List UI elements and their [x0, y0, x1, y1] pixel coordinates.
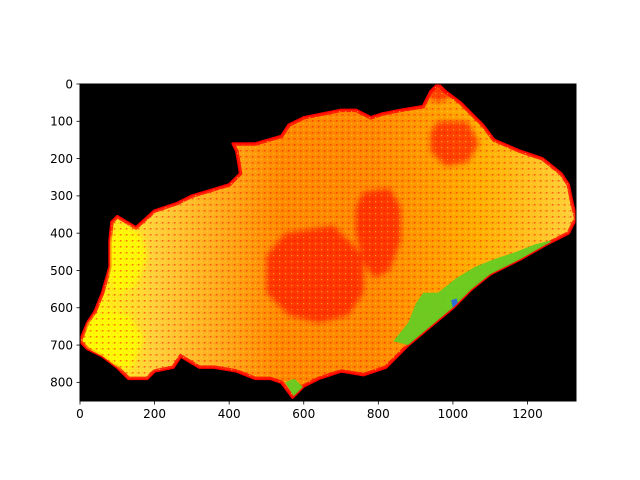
y-tick-label-5: 500 [50, 264, 73, 278]
axes-frame [79, 83, 577, 402]
x-tick-label-5: 1000 [438, 407, 469, 421]
y-tick-label-0: 0 [65, 77, 73, 91]
y-tick-label-7: 700 [50, 338, 73, 352]
y-tick-label-1: 100 [50, 115, 73, 129]
green-zone-1 [285, 378, 304, 398]
heatmap-image [80, 84, 576, 399]
y-tick-label-2: 200 [50, 152, 73, 166]
x-tick-label-0: 0 [76, 407, 84, 421]
x-axis: 0 200 400 600 800 1000 1200 [76, 401, 543, 421]
region-texture [80, 84, 576, 398]
y-axis: 0 100 200 300 400 500 600 700 800 [50, 77, 80, 390]
y-tick-label-6: 600 [50, 301, 73, 315]
x-tick-label-6: 1200 [512, 407, 543, 421]
y-tick-label-3: 300 [50, 189, 73, 203]
x-tick-label-2: 400 [218, 407, 241, 421]
y-tick-label-4: 400 [50, 226, 73, 240]
x-tick-label-4: 800 [367, 407, 390, 421]
region-interior [80, 84, 576, 398]
x-tick-label-1: 200 [143, 407, 166, 421]
x-tick-label-3: 600 [292, 407, 315, 421]
y-tick-label-8: 800 [50, 376, 73, 390]
